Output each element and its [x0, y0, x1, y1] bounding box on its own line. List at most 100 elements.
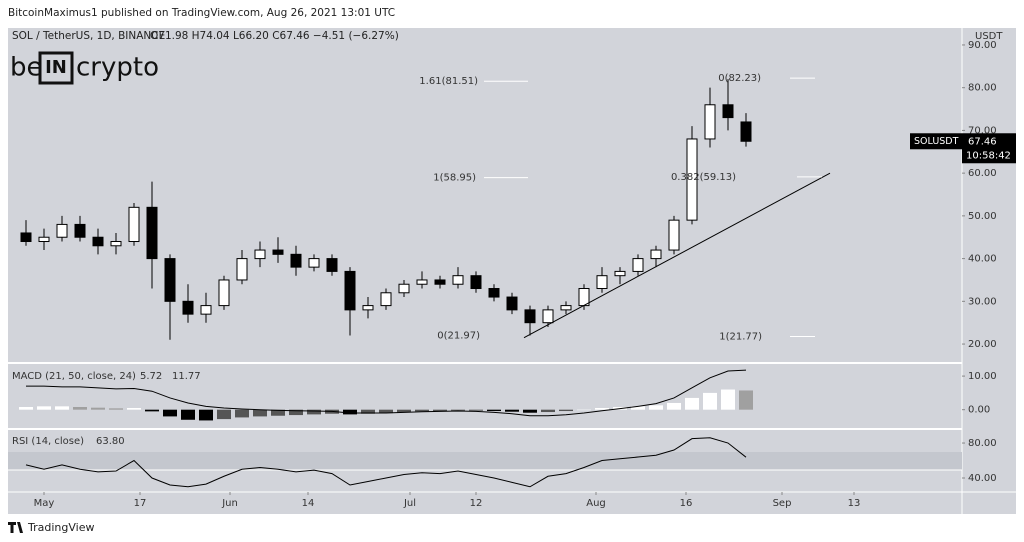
candle-body	[74, 223, 86, 238]
y-tick-label: 40.00	[968, 254, 997, 265]
candle-body	[110, 241, 122, 247]
macd-histogram	[181, 409, 195, 420]
fib-label: 0(21.97)	[437, 331, 480, 342]
rsi-line	[25, 437, 747, 488]
macd-histogram	[199, 409, 213, 421]
macd-histogram	[37, 406, 51, 410]
macd-histogram	[145, 409, 159, 412]
macd-histogram	[307, 409, 321, 415]
candle-body	[326, 258, 338, 272]
macd-histogram	[397, 409, 411, 413]
candle-body	[362, 305, 374, 311]
candle-body	[704, 104, 716, 140]
rsi-band	[8, 452, 962, 470]
candle-body	[524, 309, 536, 324]
logo-box	[38, 51, 74, 85]
fib-label: 1(58.95)	[433, 173, 476, 184]
candle-body	[506, 296, 518, 311]
macd-histogram	[469, 409, 483, 411]
trendline	[523, 172, 831, 339]
macd-pane	[8, 364, 962, 428]
candle-body	[434, 279, 446, 285]
macd-histogram	[649, 405, 663, 410]
candle-body	[722, 104, 734, 119]
pane-readout: 11.77	[172, 371, 201, 382]
y-tick-label: 0.00	[968, 405, 990, 416]
macd-histogram	[271, 409, 285, 416]
macd-histogram	[19, 407, 33, 410]
candle-body	[200, 305, 212, 315]
candle-body	[668, 219, 680, 251]
macd-histogram	[487, 409, 501, 412]
macd-histogram	[163, 409, 177, 417]
candle-body	[344, 270, 356, 311]
candle-body	[236, 258, 248, 281]
macd-line	[26, 369, 747, 417]
footer: TradingView	[8, 521, 94, 534]
macd-histogram	[217, 409, 231, 420]
footer-text: TradingView	[27, 521, 94, 534]
price-axis-pane	[962, 28, 1016, 514]
candle-body	[20, 232, 32, 243]
candle-body	[182, 300, 194, 315]
candle-body	[488, 288, 500, 298]
y-tick-label: 10.00	[968, 371, 997, 382]
candle-body	[398, 283, 410, 294]
candle-body	[614, 270, 626, 277]
macd-histogram	[55, 406, 69, 410]
pane-readout: 5.72	[140, 371, 162, 382]
macd-histogram	[523, 409, 537, 413]
candle-body	[740, 121, 752, 142]
macd-histogram	[595, 408, 609, 410]
candle-body	[290, 253, 302, 268]
macd-histogram	[721, 389, 735, 410]
logo-text: be	[10, 53, 43, 83]
candle-body	[416, 279, 428, 285]
macd-histogram	[253, 409, 267, 417]
y-tick-label: 80.00	[968, 438, 997, 449]
fib-label: 0(82.23)	[718, 73, 761, 84]
x-tick-label: Jul	[403, 498, 416, 509]
candle-body	[470, 275, 482, 290]
candle-body	[308, 258, 320, 268]
macd-histogram	[109, 408, 123, 410]
fib-label: 0.382(59.13)	[671, 172, 736, 183]
y-tick-label: 90.00	[968, 40, 997, 51]
x-tick-label: Sep	[773, 498, 792, 509]
macd-histogram	[235, 409, 249, 418]
fib-label: 1(21.77)	[719, 331, 762, 342]
pane-title: RSI (14, close)	[12, 436, 84, 447]
macd-histogram	[577, 409, 591, 411]
price-tag-countdown: 10:58:42	[966, 150, 1011, 161]
candle-body	[146, 206, 158, 260]
price-pane	[8, 28, 962, 362]
candle-body	[686, 138, 698, 221]
candle-body	[596, 275, 608, 290]
macd-histogram	[379, 409, 393, 414]
macd-histogram	[541, 409, 555, 413]
y-tick-label: 30.00	[968, 296, 997, 307]
macd-histogram	[73, 407, 87, 410]
fib-label: 1.61(81.51)	[419, 76, 478, 87]
pane-readout: 63.80	[96, 436, 125, 447]
macd-histogram	[361, 409, 375, 414]
candle-body	[632, 258, 644, 272]
y-tick-label: 40.00	[968, 473, 997, 484]
macd-histogram	[631, 406, 645, 410]
axis-unit: USDT	[975, 31, 1003, 42]
candle-body	[254, 249, 266, 260]
candle-body	[38, 236, 50, 243]
macd-histogram	[739, 390, 753, 410]
candle-body	[650, 249, 662, 260]
price-tag	[910, 133, 962, 150]
candle-body	[380, 292, 392, 307]
macd-histogram	[505, 409, 519, 412]
x-tick-label: 16	[680, 498, 693, 509]
y-tick-label: 70.00	[968, 125, 997, 136]
y-tick-label: 80.00	[968, 83, 997, 94]
logo-text: crypto	[76, 53, 159, 83]
macd-histogram	[703, 392, 717, 410]
macd-histogram	[685, 397, 699, 410]
x-tick-label: May	[34, 498, 55, 509]
logo: be IN crypto	[10, 51, 159, 85]
